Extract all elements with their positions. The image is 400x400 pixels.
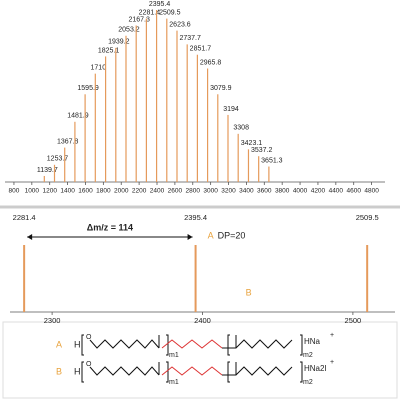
chain	[89, 366, 160, 376]
x-tick-label: 2600	[168, 188, 183, 195]
x-tick-label: 1200	[42, 188, 57, 195]
x-tick-label: 2500	[345, 316, 362, 325]
linker	[161, 339, 223, 349]
peak-label: 2623.6	[169, 21, 191, 28]
charge: +	[330, 359, 334, 366]
peak-label: 3537.2	[251, 147, 273, 154]
bracket	[81, 334, 84, 356]
peak-label: 2509.5	[356, 213, 379, 222]
peak-label: 2053.2	[118, 27, 140, 34]
peak-label: 2737.7	[179, 35, 201, 42]
peak-label: 1710	[91, 64, 107, 71]
subscript: m2	[303, 379, 313, 386]
x-tick-label: 2800	[186, 188, 201, 195]
x-tick-label: 3800	[275, 188, 290, 195]
subscript: m1	[169, 379, 179, 386]
x-tick-label: 3400	[239, 188, 254, 195]
peak-b-label: B	[246, 287, 252, 297]
x-tick-label: 2400	[194, 316, 211, 325]
structure-box	[2, 321, 398, 399]
x-tick-label: 1800	[96, 188, 111, 195]
bracket	[300, 334, 303, 356]
peak-label: 2281.4	[139, 9, 161, 16]
end-group: H	[74, 366, 81, 376]
end-group: H	[74, 339, 81, 349]
x-tick-label: 4200	[311, 188, 326, 195]
peak-label: 1367.8	[57, 138, 79, 145]
subscript: m1	[169, 352, 179, 359]
x-tick-label: 2400	[150, 188, 165, 195]
peak-label: 2851.7	[190, 46, 212, 53]
peak-label: 3308	[233, 125, 249, 132]
counter-ion: HNa2I	[304, 364, 327, 373]
subscript: m2	[303, 352, 313, 359]
x-tick-label: 3600	[257, 188, 272, 195]
peak-label: 2965.8	[200, 59, 222, 66]
x-tick-label: 1400	[60, 188, 75, 195]
x-tick-label: 3200	[221, 188, 236, 195]
x-tick-label: 2200	[132, 188, 147, 195]
bracket	[227, 361, 230, 383]
peak-label: 2281.4	[13, 213, 36, 222]
peak-label: 1825.1	[98, 47, 120, 54]
bracket	[166, 361, 169, 383]
x-tick-label: 3000	[203, 188, 218, 195]
x-tick-label: 4600	[346, 188, 361, 195]
delta-label: Δm/z = 114	[87, 222, 133, 232]
peak-label: 2395.4	[184, 213, 207, 222]
chain	[89, 339, 160, 349]
x-tick-label: 2300	[44, 316, 61, 325]
x-tick-label: 1000	[25, 188, 40, 195]
x-tick-label: 2000	[114, 188, 129, 195]
peak-label: 3194	[223, 106, 239, 113]
chain	[222, 339, 293, 349]
bracket	[166, 334, 169, 356]
dp-label: DP=20	[218, 230, 246, 240]
oxygen: O	[86, 361, 92, 368]
chain	[222, 366, 293, 376]
peak-label: 1253.7	[47, 156, 69, 163]
bracket	[81, 361, 84, 383]
x-tick-label: 4400	[329, 188, 344, 195]
structure-label: B	[56, 366, 62, 376]
x-tick-label: 800	[9, 188, 20, 195]
x-tick-label: 4800	[364, 188, 379, 195]
peak-label: 2167.3	[128, 16, 150, 23]
peak-label: 1481.9	[67, 113, 89, 120]
x-tick-label: 1600	[78, 188, 93, 195]
peak-label: 2395.4	[149, 1, 171, 8]
peak-label: 1595.9	[77, 85, 99, 92]
structure-label: A	[56, 339, 62, 349]
peak-label: 3079.9	[210, 85, 232, 92]
linker	[161, 366, 223, 376]
peak-label: 1939.2	[108, 39, 130, 46]
peak-a-label: A	[208, 230, 214, 240]
oxygen: O	[86, 334, 92, 341]
peak-label: 2509.5	[159, 9, 181, 16]
bracket	[300, 361, 303, 383]
peak-label: 1139.7	[37, 167, 58, 174]
bracket	[227, 334, 230, 356]
peak-label: 3423.1	[241, 140, 263, 147]
charge: +	[330, 332, 334, 339]
x-tick-label: 4000	[293, 188, 308, 195]
peak-label: 3651.3	[261, 157, 283, 164]
counter-ion: HNa	[304, 337, 321, 346]
